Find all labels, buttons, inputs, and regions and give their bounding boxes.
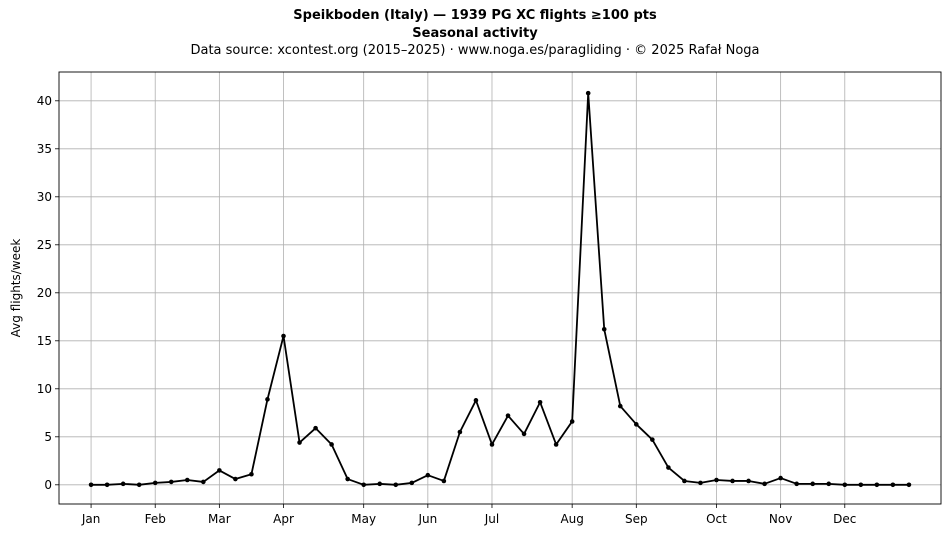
y-tick-label: 25 — [37, 238, 52, 252]
x-tick-label: Mar — [208, 512, 231, 526]
data-point — [762, 481, 767, 487]
y-tick-label: 30 — [37, 190, 52, 204]
x-tick-label: Nov — [769, 512, 792, 526]
data-point — [217, 468, 222, 473]
data-point — [152, 480, 158, 486]
y-axis-label: Avg flights/week — [9, 239, 23, 338]
y-tick-label: 35 — [37, 142, 52, 156]
data-point — [569, 419, 575, 424]
data-point — [682, 478, 687, 484]
data-point — [136, 482, 142, 488]
data-point — [585, 90, 591, 96]
data-point — [313, 425, 318, 431]
data-point — [441, 478, 447, 484]
data-point — [281, 333, 286, 339]
data-point — [730, 478, 735, 484]
data-point — [361, 482, 366, 488]
data-point — [521, 431, 527, 437]
data-point — [297, 440, 302, 445]
data-point — [826, 481, 832, 487]
data-point — [505, 413, 511, 418]
data-point — [265, 397, 270, 402]
data-point — [650, 437, 655, 442]
x-tick-label: Feb — [145, 512, 166, 526]
data-point — [168, 479, 174, 485]
x-tick-label: Dec — [833, 512, 856, 526]
data-point — [120, 481, 126, 487]
data-point — [345, 476, 350, 482]
data-point — [409, 480, 415, 486]
y-tick-label: 0 — [44, 478, 52, 492]
chart-title: Speikboden (Italy) — 1939 PG XC flights … — [293, 8, 657, 23]
y-tick-label: 5 — [44, 430, 52, 444]
x-tick-label: Jun — [417, 512, 437, 526]
data-point — [104, 482, 110, 488]
data-point — [457, 429, 463, 435]
x-tick-label: Jan — [81, 512, 101, 526]
data-point — [714, 477, 719, 483]
data-point — [249, 471, 254, 477]
data-point — [874, 482, 880, 488]
y-tick-label: 40 — [37, 94, 52, 108]
data-point — [553, 442, 559, 447]
data-point — [425, 472, 431, 478]
data-point — [393, 482, 399, 488]
y-tick-label: 15 — [37, 334, 52, 348]
chart-subtitle: Seasonal activity — [412, 26, 538, 41]
data-point — [377, 481, 383, 487]
x-tick-label: Sep — [625, 512, 648, 526]
data-point — [842, 482, 848, 488]
data-point — [617, 403, 623, 409]
data-point — [698, 480, 703, 486]
data-point — [778, 475, 783, 481]
x-tick-label: Oct — [706, 512, 727, 526]
chart-source-note: Data source: xcontest.org (2015–2025) · … — [190, 43, 760, 58]
data-point — [473, 398, 479, 403]
data-point — [489, 442, 495, 447]
x-tick-label: May — [351, 512, 376, 526]
data-point — [746, 478, 751, 484]
data-point — [634, 422, 639, 427]
data-point — [329, 442, 334, 447]
series-line — [91, 92, 909, 486]
data-point — [810, 481, 816, 487]
data-point — [906, 482, 912, 488]
x-tick-label: Apr — [273, 512, 294, 526]
axes-frame — [58, 71, 942, 505]
y-tick-label: 20 — [37, 286, 52, 300]
data-point — [88, 482, 94, 488]
data-point — [184, 477, 190, 483]
data-point — [858, 482, 864, 488]
data-point — [201, 479, 206, 485]
x-tick-label: Jul — [484, 512, 499, 526]
y-tick-label: 10 — [37, 382, 52, 396]
data-point — [233, 476, 238, 482]
data-point — [601, 326, 607, 332]
data-point — [537, 399, 543, 405]
data-point — [794, 481, 799, 487]
data-point — [666, 465, 671, 470]
x-tick-label: Aug — [560, 512, 583, 526]
data-point — [890, 482, 896, 488]
